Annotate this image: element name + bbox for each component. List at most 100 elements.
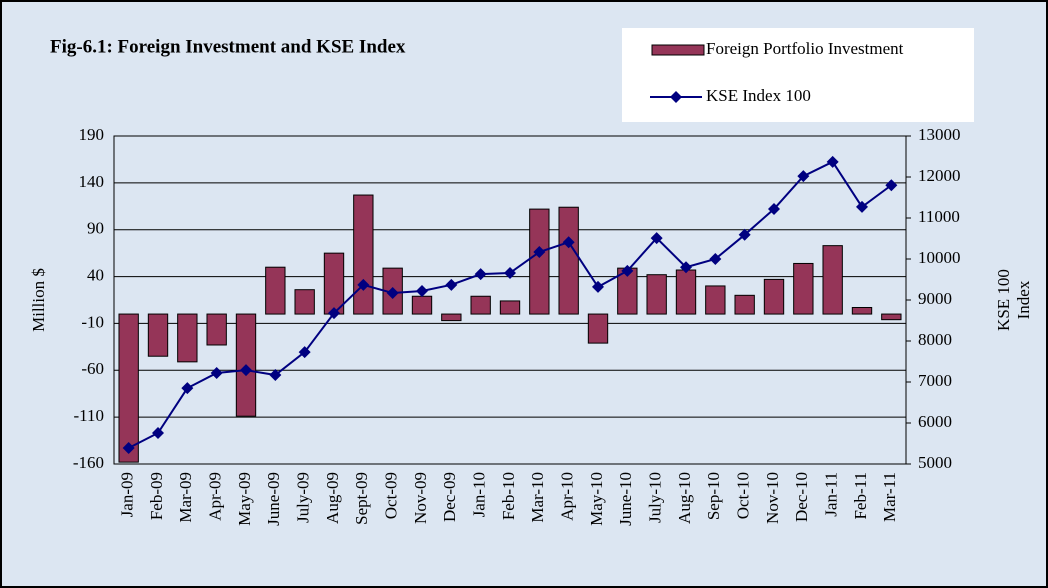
y2-tick-label: 10000 (918, 248, 961, 267)
bar (705, 285, 726, 315)
marker (680, 261, 692, 274)
x-tick-label: Aug-10 (675, 472, 694, 524)
y-axis-label: Million $ (29, 268, 48, 332)
bar (763, 278, 785, 315)
marker (122, 442, 135, 455)
x-tick-label: Jan-11 (822, 472, 841, 517)
marker (504, 266, 516, 279)
y2-axis-label: KSE 100 (994, 269, 1013, 331)
bar (499, 300, 521, 315)
marker (152, 427, 164, 440)
bar (734, 294, 755, 315)
bar (147, 313, 169, 357)
y2-tick-label: 11000 (918, 207, 960, 226)
x-tick-label: Mar-10 (528, 472, 547, 523)
x-tick-label: Nov-09 (411, 472, 430, 524)
marker (650, 232, 663, 245)
x-tick-label: June-09 (264, 472, 283, 526)
y2-tick-label: 13000 (918, 125, 961, 144)
marker (357, 278, 370, 291)
marker (445, 278, 458, 291)
y2-tick-label: 5000 (918, 453, 952, 472)
bar (294, 289, 315, 315)
x-tick-label: Dec-10 (792, 472, 811, 522)
bar (118, 313, 139, 463)
marker (826, 155, 839, 168)
y-tick-label: -60 (81, 359, 104, 378)
marker (298, 346, 311, 359)
marker (240, 364, 252, 377)
marker (328, 307, 340, 320)
y2-tick-label: 9000 (918, 289, 952, 308)
bar (793, 262, 814, 315)
x-tick-label: Feb-09 (147, 472, 166, 520)
y2-tick-label: 12000 (918, 166, 961, 185)
x-tick-label: Aug-09 (323, 472, 342, 524)
marker (562, 236, 575, 249)
x-tick-label: Jan-09 (118, 472, 137, 517)
y2-tick-label: 8000 (918, 330, 952, 349)
marker (474, 268, 487, 281)
marker (885, 179, 898, 192)
bar (558, 206, 579, 315)
x-tick-label: Apr-09 (206, 472, 225, 521)
x-tick-label: May-10 (587, 472, 606, 526)
x-tick-label: Feb-10 (499, 472, 518, 520)
y-tick-label: -160 (73, 453, 104, 472)
x-tick-label: Sept-09 (352, 472, 371, 525)
x-tick-label: July-10 (646, 472, 665, 523)
marker (210, 366, 223, 379)
x-tick-label: Oct-09 (382, 472, 401, 519)
marker (738, 228, 751, 241)
bar (529, 208, 550, 315)
x-tick-label: Apr-10 (558, 472, 577, 521)
y2-tick-label: 7000 (918, 371, 952, 390)
marker (768, 202, 780, 215)
y-tick-label: -10 (81, 312, 104, 331)
x-tick-label: Sep-10 (704, 472, 723, 520)
bar (881, 313, 902, 321)
marker (621, 264, 634, 277)
x-tick-label: May-09 (235, 472, 254, 526)
marker (416, 284, 428, 297)
marker (856, 200, 868, 213)
x-tick-label: Mar-09 (176, 472, 195, 523)
marker (709, 253, 722, 265)
bar (646, 274, 667, 315)
legend-swatch (651, 44, 705, 56)
bar (470, 295, 491, 315)
marker (181, 382, 194, 395)
bar (206, 313, 227, 346)
x-tick-label: Dec-09 (440, 472, 459, 522)
bar (441, 313, 462, 322)
bar (265, 266, 286, 315)
y-tick-label: -110 (73, 406, 104, 425)
legend-label: KSE Index 100 (706, 86, 811, 105)
x-tick-label: Feb-11 (851, 472, 870, 520)
bar (851, 306, 873, 315)
x-tick-label: Jan-10 (470, 472, 489, 517)
marker (797, 170, 810, 183)
marker (269, 369, 282, 382)
bar (353, 194, 374, 315)
x-tick-label: Nov-10 (763, 472, 782, 524)
chart-title: Fig-6.1: Foreign Investment and KSE Inde… (50, 36, 406, 57)
legend-box (622, 28, 974, 122)
y2-axis-label: Index (1014, 280, 1033, 319)
y-tick-label: 90 (87, 219, 104, 238)
y-tick-label: 140 (79, 172, 105, 191)
x-tick-label: July-09 (294, 472, 313, 523)
y-tick-label: 40 (87, 265, 104, 284)
y-tick-label: 190 (79, 125, 105, 144)
y2-tick-label: 6000 (918, 412, 952, 431)
x-tick-label: June-10 (616, 472, 635, 526)
marker (592, 280, 604, 293)
x-tick-label: Oct-10 (734, 472, 753, 519)
bar (675, 269, 697, 315)
legend-marker (670, 91, 682, 103)
bar (411, 295, 433, 315)
bar (177, 313, 198, 363)
bar (587, 313, 609, 344)
